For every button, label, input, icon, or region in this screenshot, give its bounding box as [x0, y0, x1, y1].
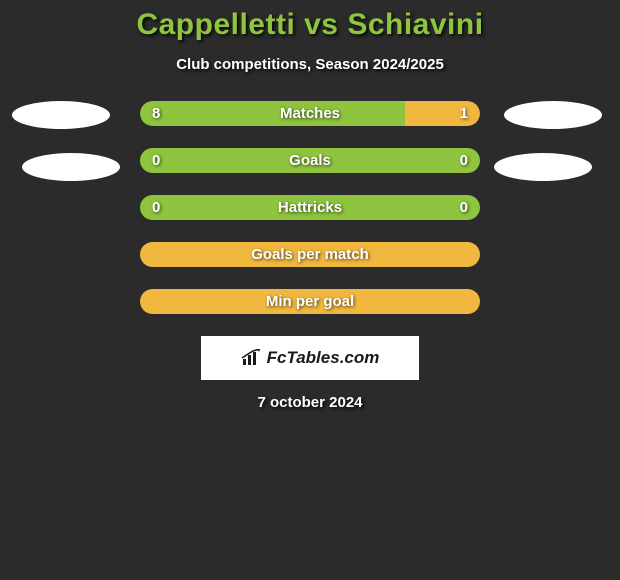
player-marker	[12, 101, 110, 129]
stat-row: Goals per match	[0, 242, 620, 267]
player-marker	[22, 153, 120, 181]
chart-icon	[241, 349, 263, 367]
logo-box: FcTables.com	[201, 336, 419, 380]
stat-bar: Goals per match	[140, 242, 480, 267]
stat-label: Hattricks	[140, 199, 480, 216]
player-marker	[504, 101, 602, 129]
player-marker	[494, 153, 592, 181]
date: 7 october 2024	[0, 394, 620, 411]
stat-bar: 00Goals	[140, 148, 480, 173]
subtitle: Club competitions, Season 2024/2025	[0, 56, 620, 73]
stat-label: Min per goal	[140, 293, 480, 310]
comparison-card: Cappelletti vs Schiavini Club competitio…	[0, 0, 620, 411]
stat-row: 00Hattricks	[0, 195, 620, 220]
stat-row: Min per goal	[0, 289, 620, 314]
stat-label: Goals	[140, 152, 480, 169]
logo-text: FcTables.com	[267, 348, 380, 368]
stats-area: 81Matches 00Goals 00Hattricks Goals per mat…	[0, 101, 620, 314]
stat-bar: 81Matches	[140, 101, 480, 126]
stat-label: Matches	[140, 105, 480, 122]
stat-bar: Min per goal	[140, 289, 480, 314]
page-title: Cappelletti vs Schiavini	[0, 8, 620, 42]
stat-bar: 00Hattricks	[140, 195, 480, 220]
logo: FcTables.com	[241, 348, 380, 368]
stat-label: Goals per match	[140, 246, 480, 263]
